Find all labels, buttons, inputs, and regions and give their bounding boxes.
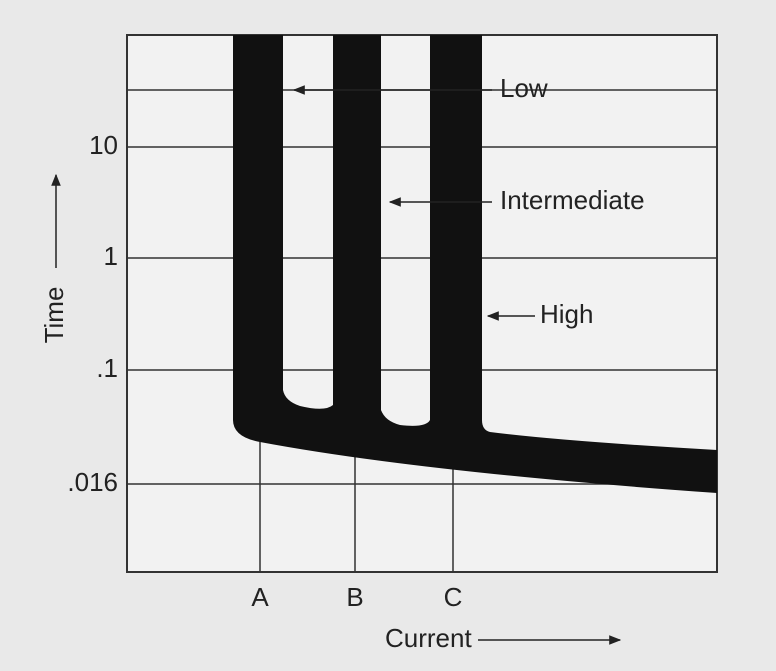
curve-label: Low xyxy=(500,73,548,103)
curve-labels: Low Intermediate High xyxy=(292,73,645,329)
y-tick-label: .016 xyxy=(67,467,118,497)
curve-label: Intermediate xyxy=(500,185,645,215)
x-axis-title: Current xyxy=(385,623,472,653)
x-axis: A B C Current xyxy=(251,582,622,653)
y-tick-label: .1 xyxy=(96,353,118,383)
x-tick-label: B xyxy=(346,582,363,612)
y-tick-label: 1 xyxy=(104,241,118,271)
y-tick-label: 10 xyxy=(89,130,118,160)
x-tick-label: A xyxy=(251,582,269,612)
y-axis-title: Time xyxy=(39,287,69,344)
plot-area xyxy=(126,34,718,573)
y-axis: 10 1 .1 .016 Time xyxy=(39,130,118,497)
curve-bands xyxy=(233,35,717,493)
x-tick-label: C xyxy=(444,582,463,612)
curve-label: High xyxy=(540,299,593,329)
